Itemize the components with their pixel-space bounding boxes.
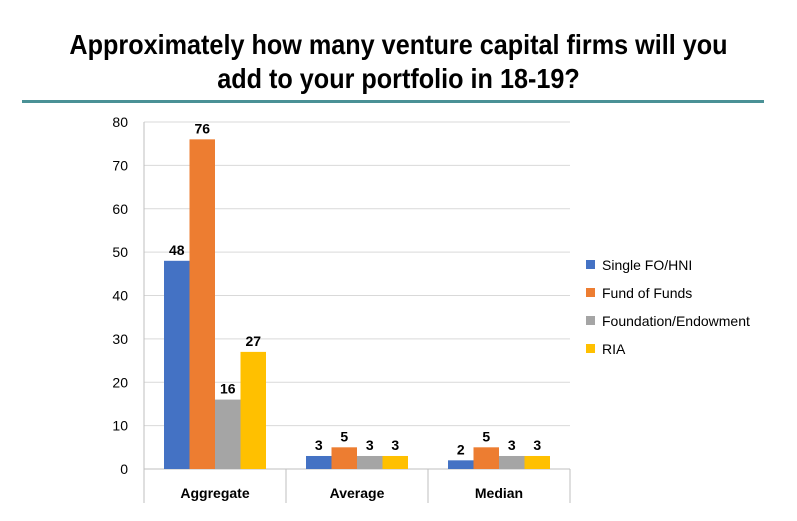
x-category-label: Aggregate (180, 485, 249, 501)
bar (331, 447, 357, 469)
y-tick-label: 40 (112, 288, 128, 304)
legend-label: RIA (602, 341, 626, 357)
title-divider (22, 100, 764, 103)
data-label: 3 (315, 437, 323, 453)
bar (382, 455, 408, 469)
data-label: 5 (340, 428, 348, 444)
bar (189, 139, 215, 469)
data-label: 3 (391, 437, 399, 453)
y-tick-label: 50 (112, 244, 128, 260)
legend-swatch (586, 260, 595, 269)
y-tick-label: 70 (112, 157, 128, 173)
bar (524, 455, 550, 469)
y-tick-label: 20 (112, 374, 128, 390)
data-label: 2 (457, 441, 465, 457)
x-category-label: Median (475, 485, 523, 501)
bar (164, 260, 190, 469)
y-tick-label: 60 (112, 201, 128, 217)
chart-title-line-2: add to your portfolio in 18-19? (217, 63, 580, 94)
data-label: 16 (220, 381, 236, 397)
bar (499, 455, 525, 469)
legend-swatch (586, 316, 595, 325)
legend-label: Fund of Funds (602, 285, 692, 301)
bar (357, 455, 383, 469)
y-tick-label: 0 (120, 461, 128, 477)
data-label: 76 (194, 120, 210, 136)
y-tick-label: 30 (112, 331, 128, 347)
legend-swatch (586, 288, 595, 297)
chart-title: Approximately how many venture capital f… (40, 28, 757, 96)
data-label: 48 (169, 242, 185, 258)
bar (448, 460, 474, 469)
bar (306, 455, 332, 469)
x-category-label: Average (330, 485, 385, 501)
data-label: 3 (533, 437, 541, 453)
bar (215, 399, 241, 469)
chart-title-line-1: Approximately how many venture capital f… (69, 29, 728, 60)
legend-label: Foundation/Endowment (602, 313, 750, 329)
data-label: 3 (508, 437, 516, 453)
bar (240, 351, 266, 469)
data-label: 5 (482, 428, 490, 444)
y-tick-label: 10 (112, 418, 128, 434)
legend-label: Single FO/HNI (602, 257, 692, 273)
data-label: 27 (245, 333, 261, 349)
y-tick-label: 80 (112, 114, 128, 130)
data-label: 3 (366, 437, 374, 453)
legend-swatch (586, 344, 595, 353)
bar (473, 447, 499, 469)
